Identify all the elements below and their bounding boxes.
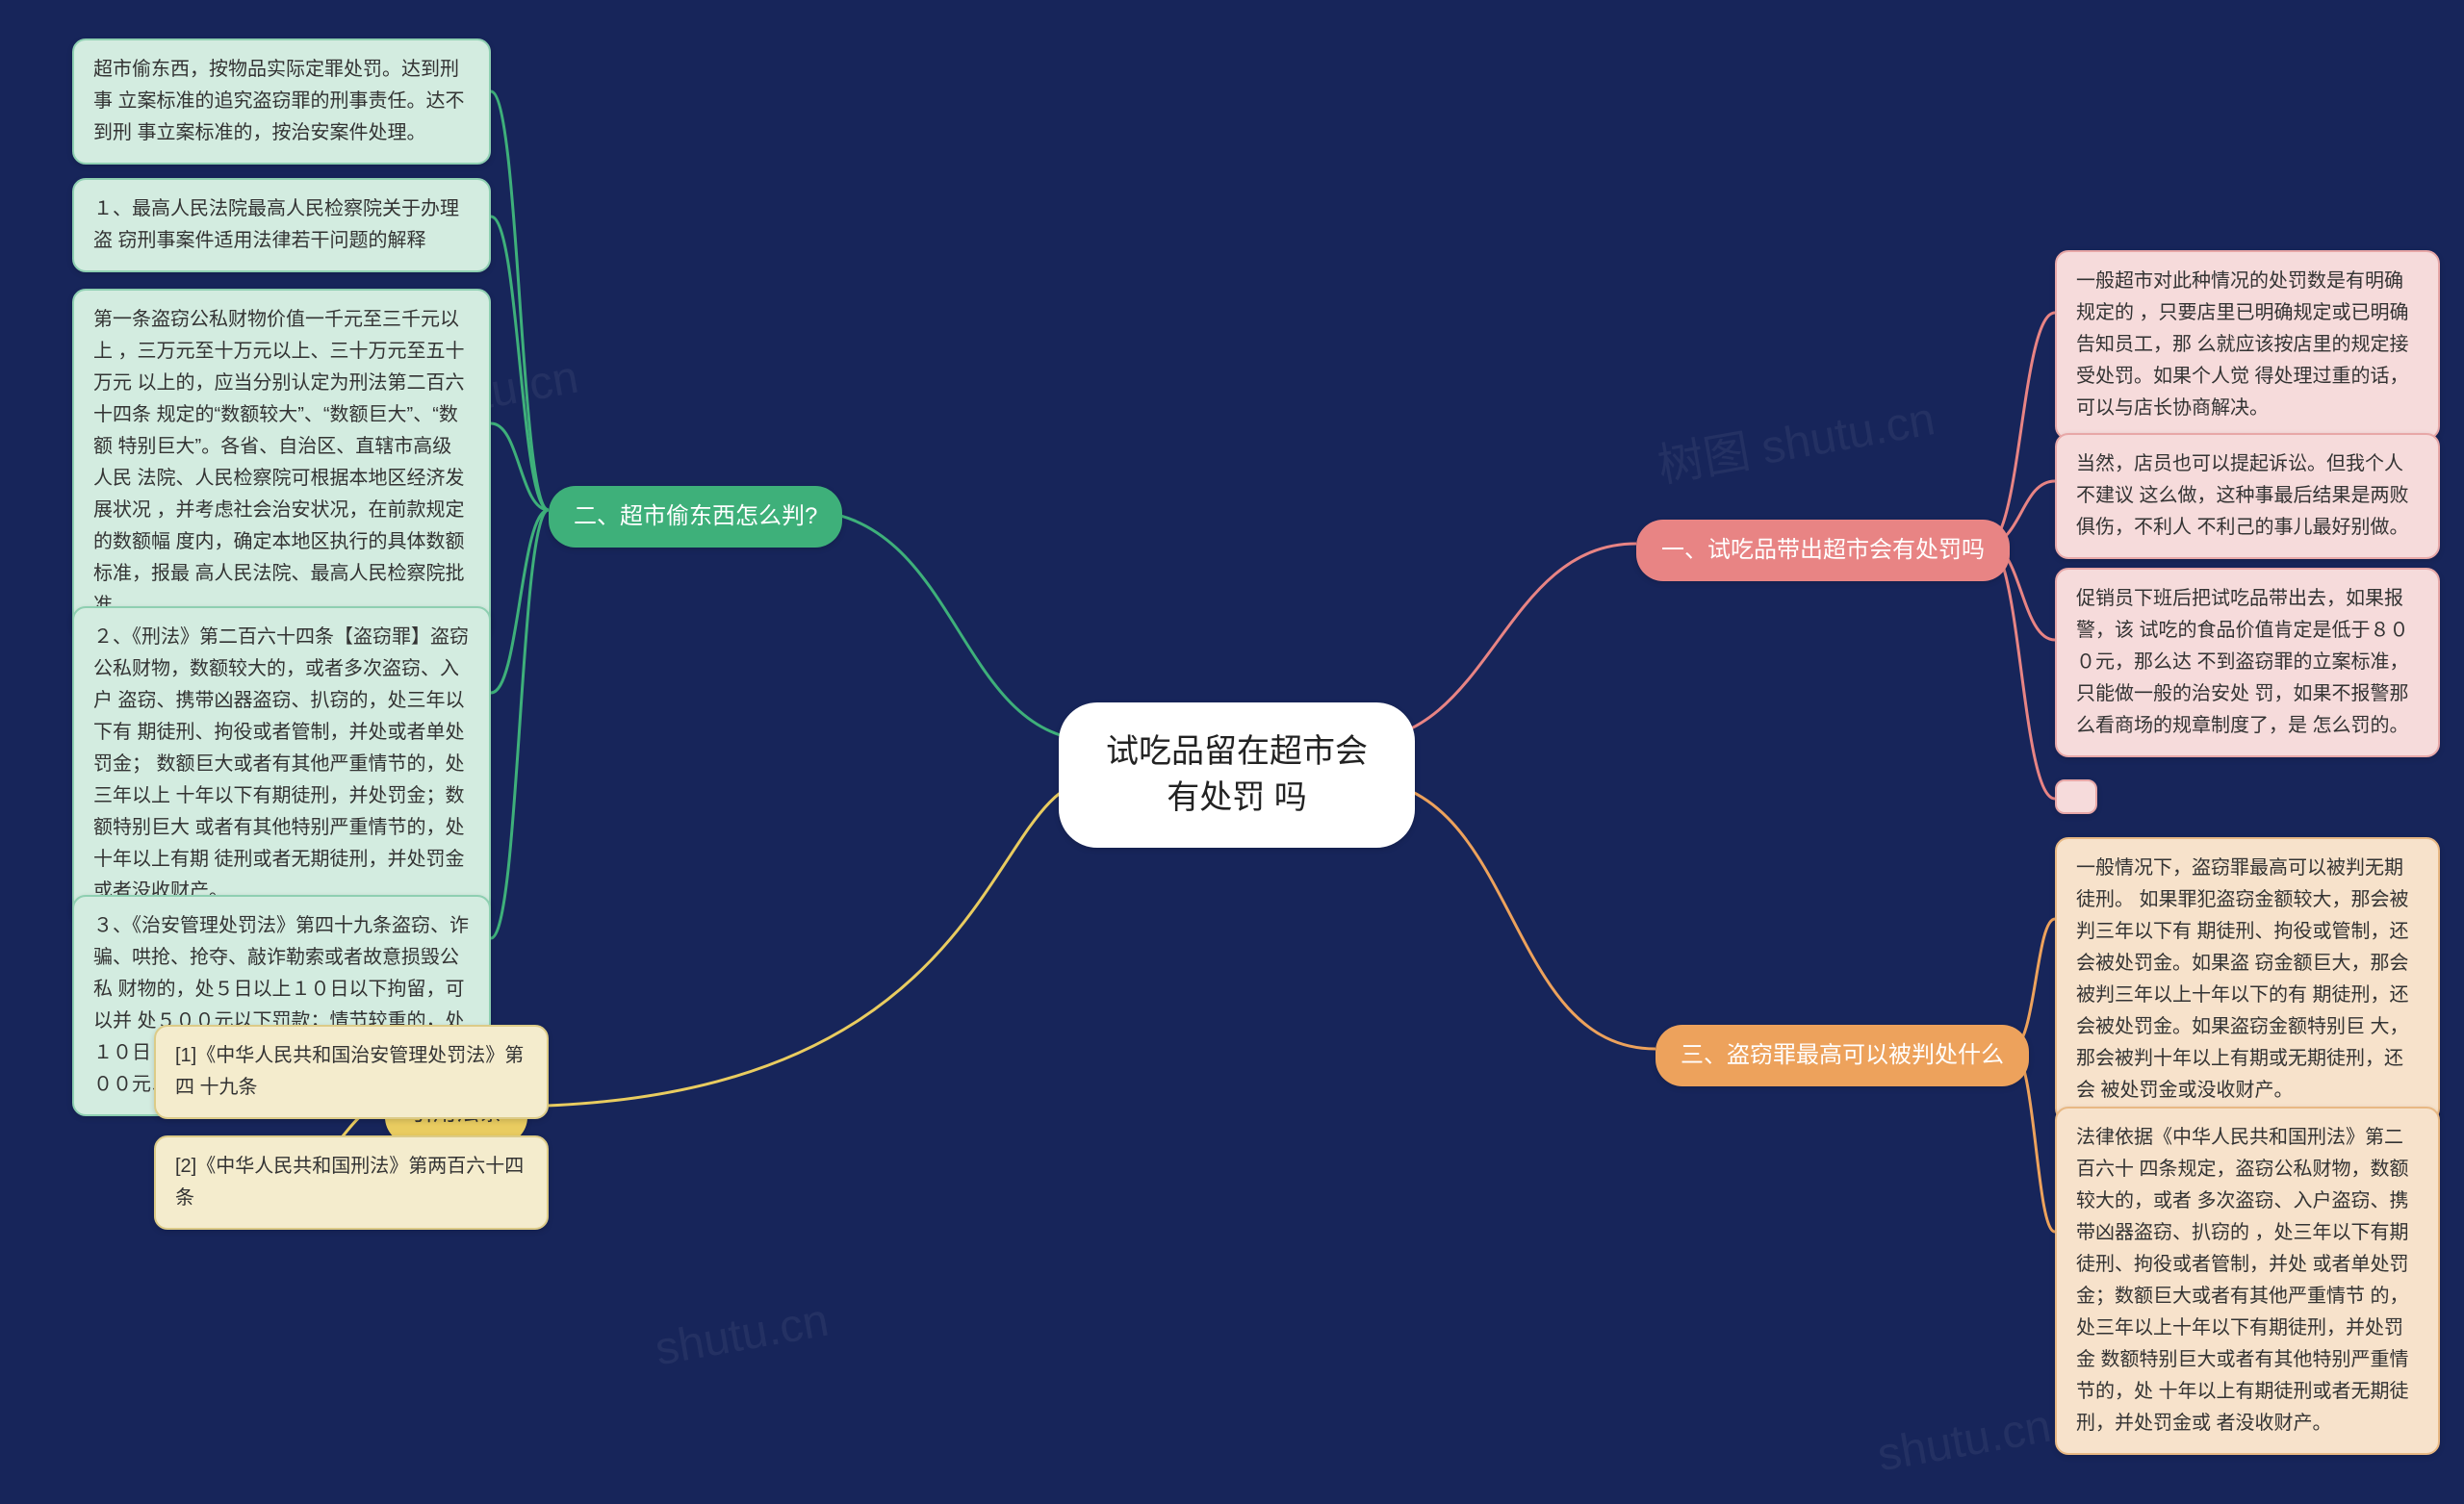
branch-1: 一、试吃品带出超市会有处罚吗 <box>1636 520 2010 581</box>
watermark: 树图 shutu.cn <box>1652 380 1939 495</box>
leaf-b4-1: [1]《中华人民共和国治安管理处罚法》第四 十九条 <box>154 1025 549 1119</box>
leaf-b2-4: ２、《刑法》第二百六十四条【盗窃罪】盗窃 公私财物，数额较大的，或者多次盗窃、入… <box>72 606 491 923</box>
leaf-b2-1: 超市偷东西，按物品实际定罪处罚。达到刑事 立案标准的追究盗窃罪的刑事责任。达不到… <box>72 38 491 165</box>
leaf-b3-1: 一般情况下，盗窃罪最高可以被判无期徒刑。 如果罪犯盗窃金额较大，那会被判三年以下… <box>2055 837 2440 1122</box>
leaf-b2-3: 第一条盗窃公私财物价值一千元至三千元以上 ，三万元至十万元以上、三十万元至五十万… <box>72 289 491 637</box>
center-topic: 试吃品留在超市会有处罚 吗 <box>1059 702 1415 848</box>
leaf-b3-2: 法律依据《中华人民共和国刑法》第二百六十 四条规定，盗窃公私财物，数额较大的，或… <box>2055 1107 2440 1455</box>
leaf-b1-3: 促销员下班后把试吃品带出去，如果报警，该 试吃的食品价值肯定是低于８００元，那么… <box>2055 568 2440 757</box>
branch-3: 三、盗窃罪最高可以被判处什么 <box>1656 1025 2029 1086</box>
watermark: shutu.cn <box>1874 1400 2055 1483</box>
watermark: shutu.cn <box>652 1294 833 1377</box>
branch-2: 二、超市偷东西怎么判? <box>549 486 842 548</box>
leaf-b1-blank <box>2055 779 2097 814</box>
leaf-b1-2: 当然，店员也可以提起诉讼。但我个人不建议 这么做，这种事最后结果是两败俱伤，不利… <box>2055 433 2440 559</box>
leaf-b4-2: [2]《中华人民共和国刑法》第两百六十四条 <box>154 1135 549 1230</box>
leaf-b1-1: 一般超市对此种情况的处罚数是有明确规定的 ，只要店里已明确规定或已明确告知员工，… <box>2055 250 2440 440</box>
leaf-b2-2: １、最高人民法院最高人民检察院关于办理盗 窃刑事案件适用法律若干问题的解释 <box>72 178 491 272</box>
